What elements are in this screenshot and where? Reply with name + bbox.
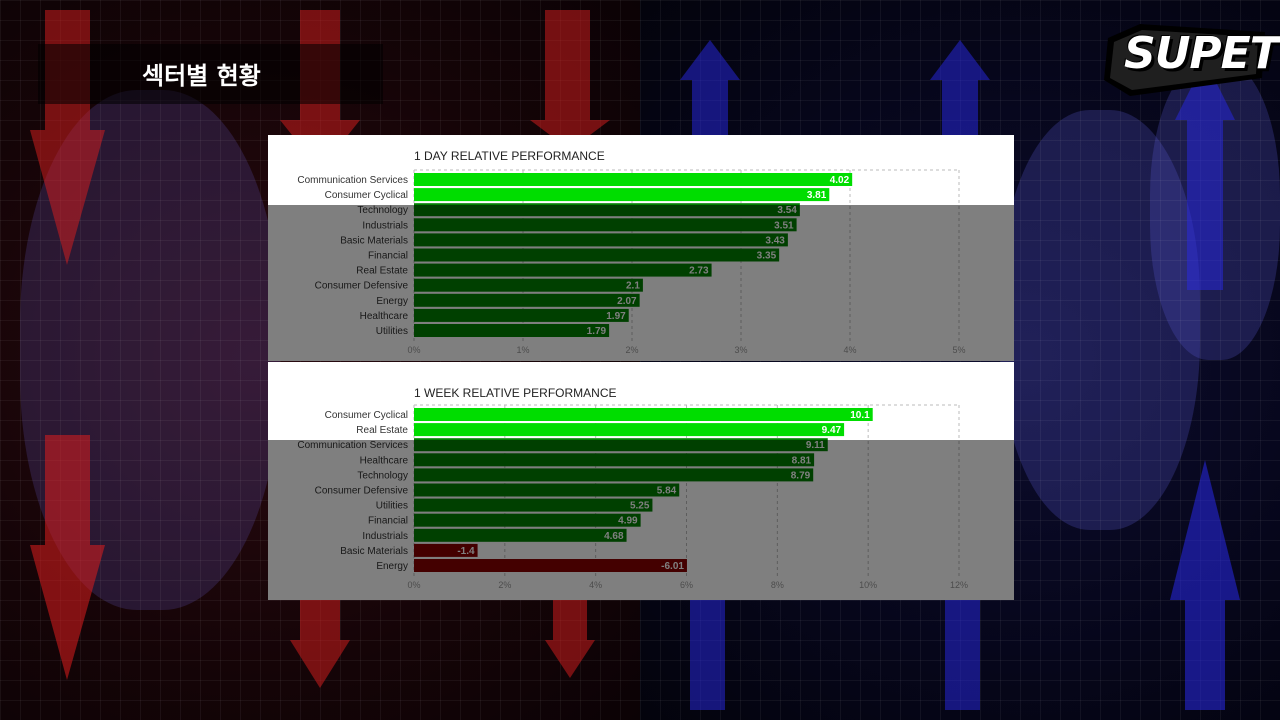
up-arrow-icon: [1170, 460, 1240, 710]
category-label: Real Estate: [356, 425, 408, 436]
page-title: 섹터별 현황: [142, 62, 261, 90]
bar: [414, 173, 853, 186]
logo-text: SUPETV: [1124, 28, 1280, 79]
down-arrow-icon: [30, 435, 105, 680]
chart-title: 1 DAY RELATIVE PERFORMANCE: [414, 149, 605, 163]
data-label: 3.81: [807, 190, 827, 201]
up-arrow-icon: [945, 600, 980, 710]
world-map-europe-africa: [1000, 110, 1200, 530]
data-label: 4.02: [830, 175, 850, 186]
title-backdrop: [38, 44, 383, 104]
bar: [414, 423, 845, 437]
bar: [414, 188, 830, 202]
data-label: 10.1: [850, 410, 870, 421]
chart-1week-relative-performance: 1 WEEK RELATIVE PERFORMANCE0%2%4%6%8%10%…: [268, 386, 1014, 600]
chart-1day-relative-performance: 1 DAY RELATIVE PERFORMANCE0%1%2%3%4%5%Co…: [268, 149, 1014, 361]
up-arrow-icon: [930, 40, 990, 140]
up-arrow-icon: [690, 600, 725, 710]
logo-badge-icon: [1104, 24, 1265, 96]
chart-title: 1 WEEK RELATIVE PERFORMANCE: [414, 386, 616, 400]
category-label: Consumer Cyclical: [325, 410, 408, 421]
up-arrow-icon: [680, 40, 740, 140]
data-label: 9.47: [822, 425, 842, 436]
down-arrow-icon: [530, 10, 610, 150]
category-label: Consumer Cyclical: [325, 190, 408, 201]
category-label: Communication Services: [297, 175, 408, 186]
bar: [414, 408, 873, 421]
down-arrow-icon: [290, 600, 350, 688]
chart-panel-1week: 1 WEEK RELATIVE PERFORMANCE0%2%4%6%8%10%…: [268, 362, 1014, 600]
down-arrow-icon: [545, 600, 595, 678]
dim-overlay: [268, 205, 1014, 361]
dim-overlay: [268, 440, 1014, 600]
chart-panel-1day: 1 DAY RELATIVE PERFORMANCE0%1%2%3%4%5%Co…: [268, 135, 1014, 361]
up-arrow-icon: [1175, 60, 1235, 290]
